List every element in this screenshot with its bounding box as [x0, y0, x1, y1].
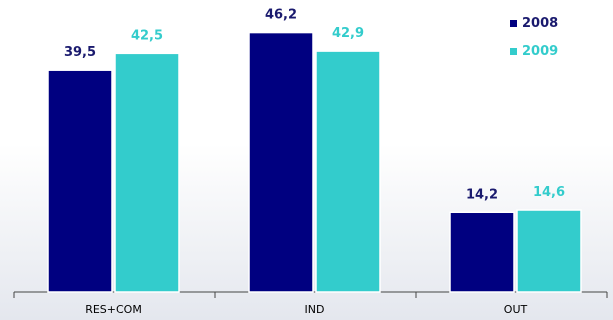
x-tick-label-1: IND — [305, 303, 325, 316]
bar-2008-res-com — [47, 69, 113, 293]
legend-swatch-2008 — [510, 19, 517, 27]
legend: 2008 2009 — [510, 14, 558, 70]
x-tick-label-2: OUT — [504, 303, 528, 316]
legend-label-2009: 2009 — [522, 43, 559, 59]
legend-swatch-2009 — [510, 47, 517, 55]
legend-item-2008: 2008 — [510, 14, 558, 32]
legend-item-2009: 2009 — [510, 42, 558, 60]
bar-2009-res-com — [114, 52, 180, 293]
bar-2009-ind — [315, 50, 381, 293]
bar-2009-out — [516, 209, 582, 293]
legend-label-2008: 2008 — [522, 15, 559, 31]
data-label-2008-2: 14,2 — [466, 187, 498, 202]
data-label-2008-0: 39,5 — [64, 45, 96, 60]
bar-2008-ind — [248, 31, 314, 293]
x-tick-label-0: RES+COM — [85, 303, 142, 316]
data-label-2009-2: 14,6 — [533, 185, 565, 200]
bar-2008-out — [449, 211, 515, 293]
data-label-2009-0: 42,5 — [131, 28, 163, 43]
data-label-2008-1: 46,2 — [265, 8, 297, 23]
data-label-2009-1: 42,9 — [332, 26, 364, 41]
